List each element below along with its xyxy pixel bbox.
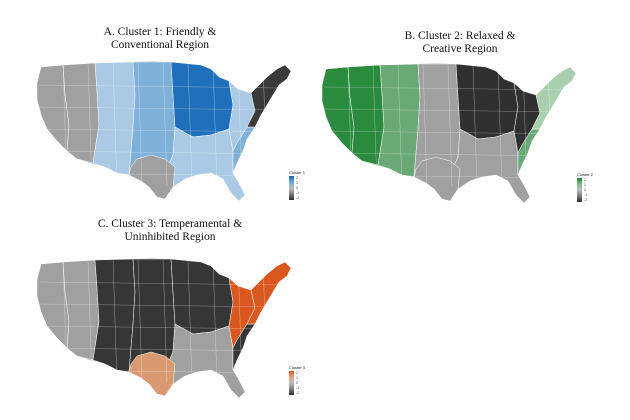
state-border [472,64,478,188]
state-border [38,84,284,89]
region-texas [128,351,176,397]
legend-tick: -2 [296,196,300,200]
region-mountainW [347,64,385,166]
legend-tick: -1 [584,193,588,197]
state-border [38,347,284,352]
state-border [237,62,243,186]
state-border [522,64,528,188]
panel-c-legend-title: Cluster 3 [289,365,306,370]
state-border [38,150,284,155]
state-border [497,64,503,188]
state-border [162,259,168,383]
panel-b-legend: Cluster 2 2 1 0 -1 -2 [577,172,599,206]
panel-b: B. Cluster 2: Relaxed & Creative Region … [315,0,630,210]
legend-tick: 2 [584,178,586,182]
region-midwest [455,63,519,140]
state-border [262,62,268,186]
region-mountainW [62,259,100,361]
legend-tick: 1 [296,376,298,380]
state-border [38,172,284,177]
panel-b-legend-title: Cluster 2 [577,172,594,177]
legend-tick: 2 [296,371,298,375]
state-border [137,62,143,186]
state-border [212,62,218,186]
panel-a-map [36,60,292,202]
region-mountainE [92,258,136,373]
panel-a-legend: Cluster 1 2 1 0 -1 -2 [289,170,311,204]
state-border [137,259,143,383]
panel-a: A. Cluster 1: Friendly & Conventional Re… [0,0,315,210]
panel-a-title: A. Cluster 1: Friendly & Conventional Re… [60,26,260,52]
legend-tick: 0 [296,186,298,190]
state-border [38,303,284,308]
state-border [162,62,168,186]
panel-a-legend-gradient [289,176,294,200]
region-mountainE [377,63,421,178]
region-northeast [246,261,292,325]
state-border [323,174,569,179]
panel-a-title-line2: Conventional Region [110,39,210,51]
panel-c-title: C. Cluster 3: Temperamental & Uninhibite… [60,218,280,244]
legend-tick: 1 [296,181,298,185]
region-northeast [531,66,577,130]
panel-c: C. Cluster 3: Temperamental & Uninhibite… [0,210,315,420]
state-border [112,62,118,186]
state-border [323,130,569,135]
legend-tick: 2 [296,176,298,180]
state-border [87,62,93,186]
panel-a-legend-ticks: 2 1 0 -1 -2 [296,175,299,200]
state-border [62,259,68,383]
state-border [112,259,118,383]
state-border [187,259,193,383]
region-mountainW [62,62,100,164]
state-border [87,259,93,383]
legend-tick: -2 [296,391,300,395]
legend-tick: 1 [584,183,586,187]
panel-c-legend-ticks: 2 1 0 -1 -2 [296,370,299,395]
panel-b-title: B. Cluster 2: Relaxed & Creative Region [360,30,560,56]
panel-b-title-line2: Creative Region [422,43,498,55]
state-border [38,369,284,374]
state-border [187,62,193,186]
panel-c-title-line1: C. Cluster 3: Temperamental & [97,218,243,230]
state-border [38,281,284,286]
state-border [62,62,68,186]
region-texas [413,156,461,202]
state-border [237,259,243,383]
panel-b-title-line1: B. Cluster 2: Relaxed & [404,30,516,42]
panel-a-legend-title: Cluster 1 [289,170,306,175]
state-border [397,64,403,188]
legend-tick: -2 [584,198,588,202]
panel-a-title-line1: A. Cluster 1: Friendly & [103,26,217,38]
state-border [347,64,353,188]
state-border [447,64,453,188]
state-border [38,325,284,330]
region-northeast [246,64,292,128]
state-border [422,64,428,188]
state-border [38,106,284,111]
state-border [372,64,378,188]
panel-b-legend-gradient [577,178,582,202]
region-mountainE [92,61,136,176]
legend-tick: 0 [584,188,586,192]
state-border [212,259,218,383]
legend-tick: 0 [296,381,298,385]
state-border [38,128,284,133]
panel-c-legend: Cluster 3 2 1 0 -1 -2 [289,365,311,399]
region-midwest [170,258,234,335]
legend-tick: -1 [296,191,300,195]
state-border [323,152,569,157]
panel-b-map [321,62,577,204]
state-border [262,259,268,383]
state-border [323,108,569,113]
region-midwest [170,61,234,138]
state-border [323,86,569,91]
panel-c-map [36,257,292,399]
panel-c-legend-gradient [289,371,294,395]
panel-b-legend-ticks: 2 1 0 -1 -2 [584,177,587,202]
state-border [547,64,553,188]
panel-c-title-line2: Uninhibited Region [124,231,216,243]
legend-tick: -1 [296,386,300,390]
region-texas [128,154,176,200]
